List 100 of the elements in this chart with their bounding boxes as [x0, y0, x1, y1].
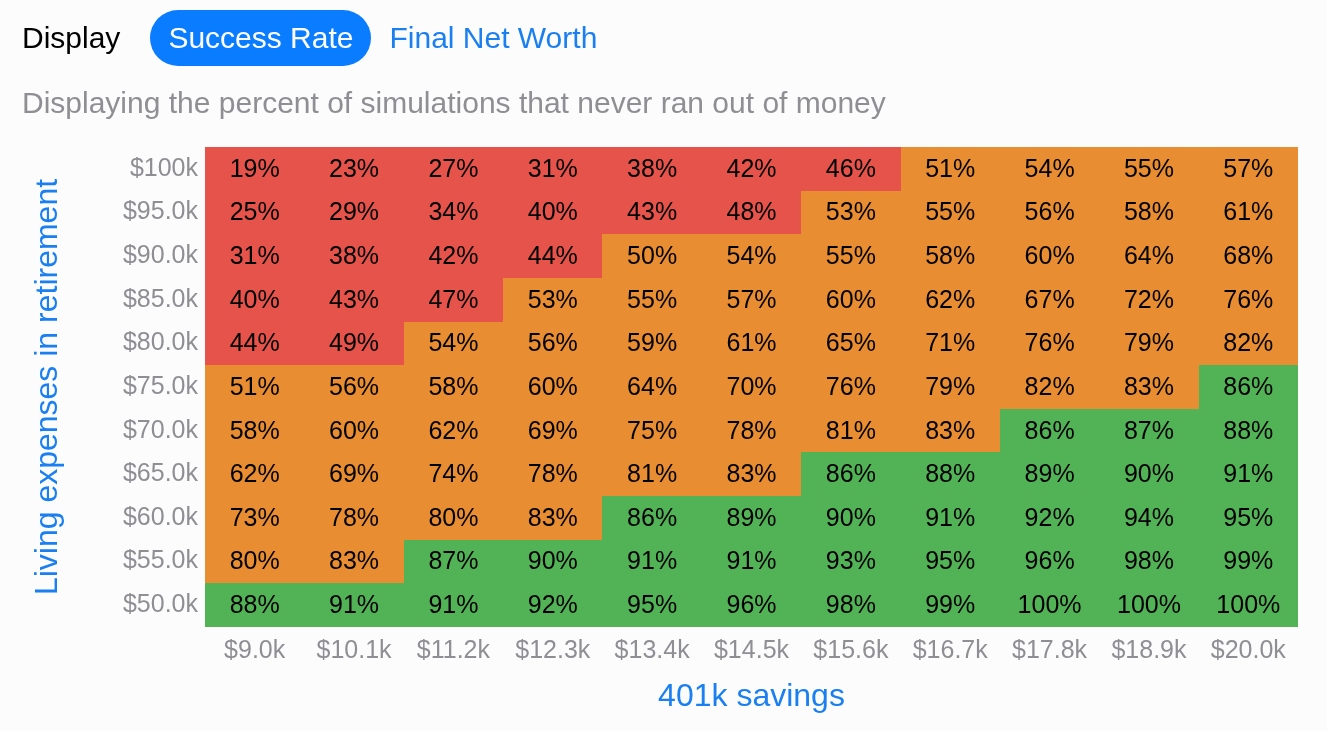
x-tick-label: $15.6k — [813, 634, 889, 663]
data-label: 87% — [428, 546, 479, 575]
data-label: 40% — [527, 197, 578, 226]
data-label: 81% — [627, 459, 678, 488]
data-label: 19% — [229, 153, 280, 182]
data-label: 91% — [925, 502, 976, 531]
data-label: 53% — [825, 197, 876, 226]
y-tick-label: $65.0k — [122, 458, 199, 487]
data-label: 59% — [627, 328, 678, 357]
data-label: 46% — [825, 153, 876, 182]
data-label: 92% — [1024, 502, 1075, 531]
data-label: 90% — [825, 502, 876, 531]
data-label: 58% — [925, 240, 976, 269]
data-label: 80% — [428, 502, 479, 531]
data-label: 53% — [527, 284, 578, 313]
data-label: 79% — [925, 371, 976, 400]
data-label: 62% — [229, 459, 280, 488]
data-label: 54% — [726, 240, 777, 269]
text: Final Net Worth — [389, 21, 598, 55]
x-axis-title: 401k savings — [658, 676, 845, 713]
data-label: 62% — [428, 415, 479, 444]
data-label: 92% — [527, 590, 578, 619]
y-tick-label: $80.0k — [122, 327, 199, 356]
x-tick-label: $13.4k — [614, 634, 691, 663]
data-label: 78% — [726, 415, 777, 444]
data-label: 83% — [925, 415, 976, 444]
data-label: 43% — [627, 197, 678, 226]
data-label: 78% — [329, 502, 380, 531]
data-label: 79% — [1123, 328, 1174, 357]
data-label: 56% — [329, 371, 380, 400]
data-label: 54% — [1024, 153, 1075, 182]
data-label: 67% — [1024, 284, 1075, 313]
y-tick-label: $75.0k — [122, 370, 199, 399]
data-label: 56% — [527, 328, 578, 357]
data-label: 58% — [229, 415, 280, 444]
text: Display — [22, 21, 121, 55]
data-label: 73% — [229, 502, 280, 531]
data-label: 40% — [229, 284, 280, 313]
data-label: 91% — [428, 590, 479, 619]
chart-subtitle: Displaying the percent of simulations that never ran out of money — [22, 86, 886, 120]
data-label: 62% — [925, 284, 976, 313]
data-label: 95% — [627, 590, 678, 619]
data-label: 51% — [229, 371, 280, 400]
data-label: 57% — [1223, 153, 1274, 182]
data-label: 60% — [527, 371, 578, 400]
data-label: 27% — [428, 153, 479, 182]
data-label: 87% — [1123, 415, 1174, 444]
data-label: 76% — [1024, 328, 1075, 357]
y-tick-label: $70.0k — [122, 414, 199, 443]
x-tick-label: $20.0k — [1210, 634, 1287, 663]
data-label: 48% — [726, 197, 777, 226]
data-label: 86% — [627, 502, 678, 531]
x-tick-label: $10.1k — [316, 634, 393, 663]
data-label: 83% — [1123, 371, 1174, 400]
data-label: 54% — [428, 328, 479, 357]
data-label: 31% — [527, 153, 578, 182]
data-label: 96% — [726, 590, 777, 619]
data-label: 60% — [825, 284, 876, 313]
data-label: 64% — [1123, 240, 1174, 269]
data-label: 60% — [1024, 240, 1075, 269]
data-label: 38% — [329, 240, 380, 269]
data-label: 86% — [1223, 371, 1274, 400]
data-label: 76% — [1223, 284, 1274, 313]
data-label: 70% — [726, 371, 777, 400]
data-label: 49% — [329, 328, 380, 357]
data-label: 99% — [1223, 546, 1274, 575]
data-label: 90% — [527, 546, 578, 575]
data-label: 86% — [825, 459, 876, 488]
data-label: 50% — [627, 240, 678, 269]
data-label: 55% — [925, 197, 976, 226]
data-label: 38% — [627, 153, 678, 182]
data-label: 95% — [1223, 502, 1274, 531]
data-label: 94% — [1123, 502, 1174, 531]
text: Success Rate — [168, 21, 354, 55]
y-tick-label: $95.0k — [122, 196, 199, 225]
x-tick-label: $16.7k — [912, 634, 989, 663]
data-label: 89% — [726, 502, 777, 531]
data-label: 61% — [1223, 197, 1274, 226]
data-label: 44% — [527, 240, 578, 269]
data-label: 44% — [229, 328, 280, 357]
y-tick-label: $90.0k — [122, 239, 199, 268]
data-label: 88% — [229, 590, 280, 619]
y-tick-label: $100k — [129, 152, 199, 181]
data-label: 72% — [1123, 284, 1174, 313]
x-tick-label: $14.5k — [713, 634, 790, 663]
data-label: 64% — [627, 371, 678, 400]
data-label: 31% — [229, 240, 280, 269]
data-label: 69% — [329, 459, 380, 488]
data-label: 55% — [825, 240, 876, 269]
data-label: 34% — [428, 197, 479, 226]
data-label: 91% — [329, 590, 380, 619]
data-label: 76% — [825, 371, 876, 400]
data-label: 71% — [925, 328, 976, 357]
data-label: 88% — [1223, 415, 1274, 444]
data-label: 74% — [428, 459, 479, 488]
data-label: 75% — [627, 415, 678, 444]
data-label: 42% — [726, 153, 777, 182]
data-label: 78% — [527, 459, 578, 488]
data-label: 93% — [825, 546, 876, 575]
data-label: 43% — [329, 284, 380, 313]
